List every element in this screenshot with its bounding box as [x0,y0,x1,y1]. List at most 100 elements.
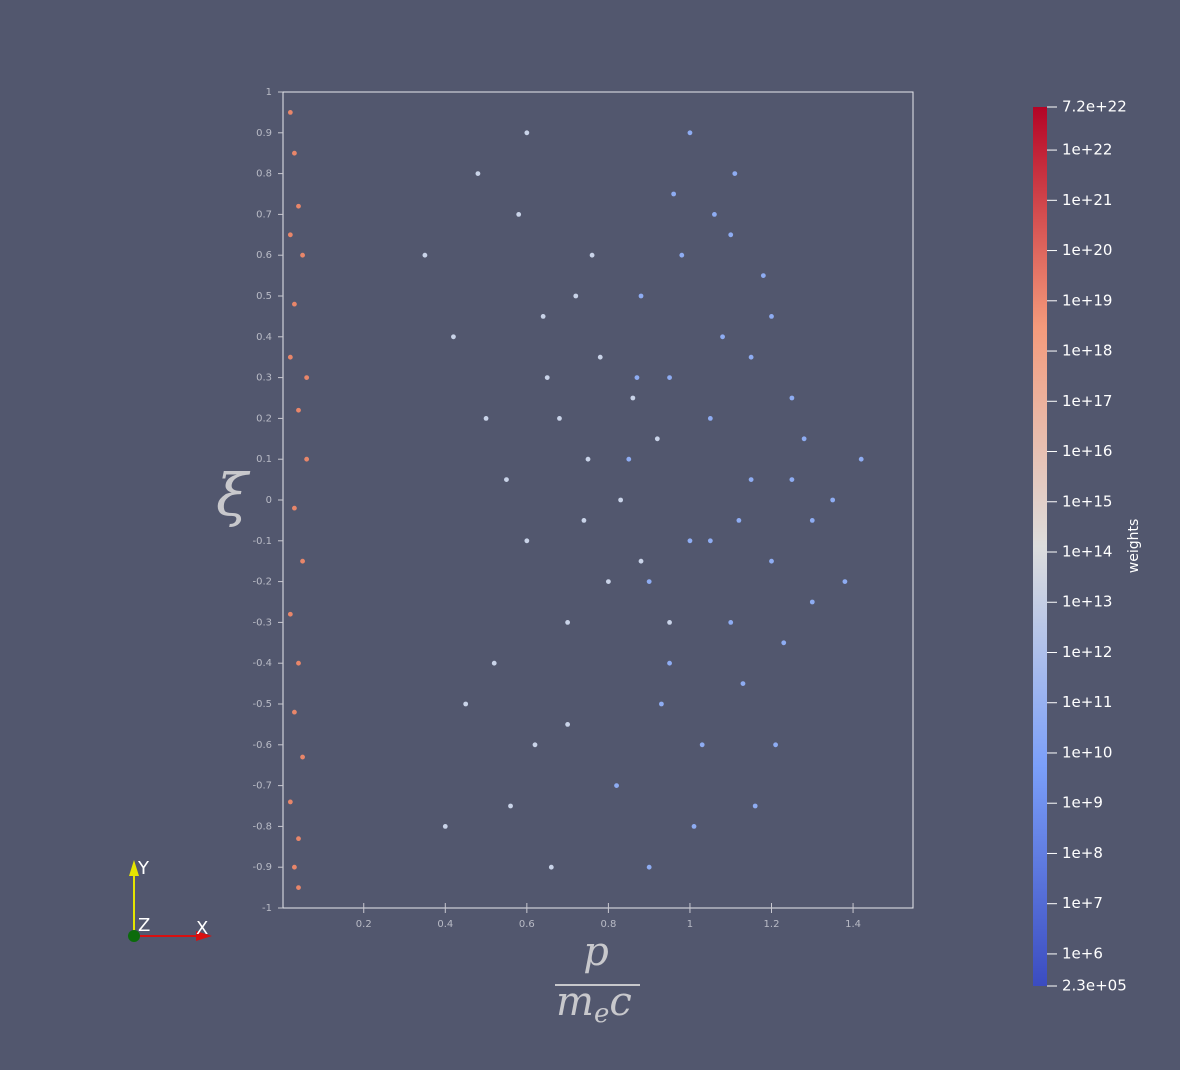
y-tick-label: 0.6 [256,250,272,261]
data-point [589,252,595,258]
x-tick-label: 1 [687,919,693,930]
data-point [699,742,705,748]
data-point [809,518,815,523]
data-point [728,232,734,238]
x-tick-label: 1.2 [764,919,780,930]
data-point [296,885,301,890]
data-point [748,477,754,482]
y-tick-label: -1 [262,903,272,914]
colorbar-tick-label: 1e+21 [1062,191,1112,209]
data-point [540,314,546,319]
data-point [630,395,636,401]
y-tick-label: 0.1 [256,454,272,465]
y-tick-label: 0.9 [256,128,272,139]
y-tick-label: 0.8 [256,169,272,180]
data-point [809,599,815,605]
orientation-y: Y [137,858,150,879]
data-point [769,558,774,564]
data-point [634,375,640,380]
plot-frame [282,91,914,909]
data-point [671,191,677,197]
data-point [475,171,481,177]
data-point [524,130,530,136]
colorbar-tick-label: 7.2e+22 [1062,98,1127,116]
data-point [565,722,571,727]
y-axis-label: ξ [216,461,251,529]
data-point [638,293,644,299]
data-point [508,803,513,809]
data-point [287,611,293,617]
data-point [304,456,310,462]
colorbar-tick-label: 1e+10 [1062,743,1112,761]
data-point [292,301,297,307]
y-tick-label: 0.4 [256,332,272,343]
data-point [296,836,301,842]
data-point [830,497,836,503]
data-point [732,171,738,177]
colorbar-tick-label: 1e+16 [1062,442,1112,460]
data-point [422,252,428,258]
y-tick-label: -0.7 [252,781,272,792]
data-point [292,150,297,156]
data-point [483,416,489,421]
data-point [565,620,571,625]
z-axis-dot [128,930,140,942]
data-point [858,456,864,462]
data-point [296,660,301,666]
data-point [720,334,725,340]
data-point [728,620,734,625]
x-tick-label: 0.8 [600,919,616,930]
colorbar-tick-label: 1e+6 [1062,944,1103,962]
x-tick-label: 1.4 [845,919,861,930]
data-point [300,754,305,760]
data-point [752,803,758,809]
data-point [618,497,624,503]
data-point [646,579,652,584]
data-point [748,354,754,360]
orientation-z: Z [138,915,150,936]
data-point [573,293,579,299]
colorbar-tick-label: 1e+11 [1062,693,1112,711]
colorbar-title: weights [1126,519,1142,574]
x-tick-label: 0.2 [356,919,372,930]
data-point [679,252,685,258]
data-point [789,395,795,401]
data-point [491,660,497,666]
colorbar-tick-label: 1e+20 [1062,241,1112,259]
data-point [691,824,697,829]
data-point [581,518,587,523]
colorbar-tick-label: 1e+22 [1062,141,1112,159]
data-point [300,252,305,258]
data-point [296,203,301,209]
data-point [707,538,713,544]
colorbar-tick-label: 1e+13 [1062,593,1112,611]
y-tick-label: -0.5 [252,699,272,710]
x-tick-label: 0.4 [437,919,453,930]
data-point [597,354,603,360]
data-point [524,538,530,544]
data-point [773,742,778,748]
data-point [516,212,522,217]
data-point [296,407,301,413]
x-arrowhead [196,931,212,941]
data-point [304,375,310,380]
data-point [707,416,713,421]
data-point [557,416,562,421]
y-tick-label: -0.1 [252,536,272,547]
data-point [605,579,611,584]
data-point [659,701,664,707]
data-point [532,742,538,748]
data-point [463,701,469,707]
data-point [789,477,795,482]
orientation-axes: Y Z X [128,858,212,942]
colorbar-tick-label: 1e+12 [1062,643,1112,661]
data-point [801,436,807,442]
data-point [292,505,297,511]
colorbar-tick-label: 2.3e+05 [1062,977,1127,995]
colorbar-tick-label: 1e+8 [1062,844,1103,862]
data-point [292,864,297,870]
y-tick-label: -0.6 [252,740,272,751]
data-point [769,314,774,319]
y-tick-label: -0.2 [252,577,272,588]
